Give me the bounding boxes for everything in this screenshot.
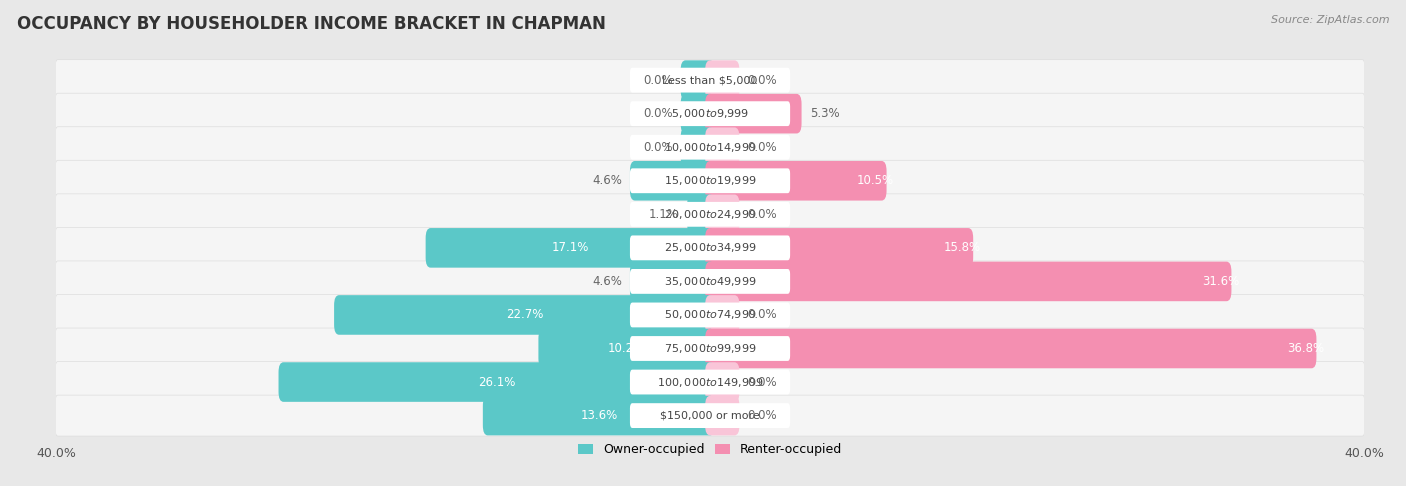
FancyBboxPatch shape xyxy=(55,160,1365,201)
FancyBboxPatch shape xyxy=(706,362,740,402)
Text: 4.6%: 4.6% xyxy=(592,174,621,187)
FancyBboxPatch shape xyxy=(55,93,1365,134)
Text: 36.8%: 36.8% xyxy=(1286,342,1324,355)
Text: 0.0%: 0.0% xyxy=(748,409,778,422)
Text: 0.0%: 0.0% xyxy=(748,309,778,321)
Text: 15.8%: 15.8% xyxy=(943,242,981,254)
FancyBboxPatch shape xyxy=(706,94,801,134)
FancyBboxPatch shape xyxy=(630,261,714,301)
FancyBboxPatch shape xyxy=(681,127,714,167)
FancyBboxPatch shape xyxy=(630,403,790,428)
FancyBboxPatch shape xyxy=(706,261,1232,301)
FancyBboxPatch shape xyxy=(630,161,714,201)
Text: Source: ZipAtlas.com: Source: ZipAtlas.com xyxy=(1271,15,1389,25)
Text: 0.0%: 0.0% xyxy=(643,107,672,120)
FancyBboxPatch shape xyxy=(706,194,740,234)
FancyBboxPatch shape xyxy=(55,362,1365,402)
Text: 5.3%: 5.3% xyxy=(810,107,839,120)
FancyBboxPatch shape xyxy=(538,329,714,368)
FancyBboxPatch shape xyxy=(630,135,790,159)
FancyBboxPatch shape xyxy=(630,168,790,193)
FancyBboxPatch shape xyxy=(630,370,790,395)
FancyBboxPatch shape xyxy=(681,60,714,100)
FancyBboxPatch shape xyxy=(482,396,714,435)
Legend: Owner-occupied, Renter-occupied: Owner-occupied, Renter-occupied xyxy=(574,438,846,462)
Text: 0.0%: 0.0% xyxy=(748,208,778,221)
Text: 10.2%: 10.2% xyxy=(607,342,645,355)
Text: 4.6%: 4.6% xyxy=(592,275,621,288)
FancyBboxPatch shape xyxy=(55,60,1365,101)
Text: 10.5%: 10.5% xyxy=(858,174,894,187)
Text: $50,000 to $74,999: $50,000 to $74,999 xyxy=(664,309,756,321)
Text: 0.0%: 0.0% xyxy=(748,141,778,154)
Text: $15,000 to $19,999: $15,000 to $19,999 xyxy=(664,174,756,187)
Text: $100,000 to $149,999: $100,000 to $149,999 xyxy=(657,376,763,388)
FancyBboxPatch shape xyxy=(706,396,740,435)
Text: $20,000 to $24,999: $20,000 to $24,999 xyxy=(664,208,756,221)
FancyBboxPatch shape xyxy=(55,261,1365,302)
FancyBboxPatch shape xyxy=(335,295,714,335)
FancyBboxPatch shape xyxy=(706,161,887,201)
Text: 0.0%: 0.0% xyxy=(748,73,778,87)
Text: $75,000 to $99,999: $75,000 to $99,999 xyxy=(664,342,756,355)
Text: 31.6%: 31.6% xyxy=(1202,275,1239,288)
Text: 0.0%: 0.0% xyxy=(748,376,778,388)
FancyBboxPatch shape xyxy=(630,303,790,328)
FancyBboxPatch shape xyxy=(630,336,790,361)
Text: 13.6%: 13.6% xyxy=(581,409,617,422)
Text: 26.1%: 26.1% xyxy=(478,376,516,388)
FancyBboxPatch shape xyxy=(688,194,714,234)
Text: $25,000 to $34,999: $25,000 to $34,999 xyxy=(664,242,756,254)
FancyBboxPatch shape xyxy=(55,328,1365,369)
Text: 0.0%: 0.0% xyxy=(643,73,672,87)
FancyBboxPatch shape xyxy=(55,194,1365,235)
FancyBboxPatch shape xyxy=(55,395,1365,436)
FancyBboxPatch shape xyxy=(706,295,740,335)
FancyBboxPatch shape xyxy=(706,329,1316,368)
Text: $35,000 to $49,999: $35,000 to $49,999 xyxy=(664,275,756,288)
FancyBboxPatch shape xyxy=(630,68,790,92)
FancyBboxPatch shape xyxy=(278,362,714,402)
FancyBboxPatch shape xyxy=(706,228,973,268)
FancyBboxPatch shape xyxy=(681,94,714,134)
Text: $150,000 or more: $150,000 or more xyxy=(661,411,759,420)
Text: OCCUPANCY BY HOUSEHOLDER INCOME BRACKET IN CHAPMAN: OCCUPANCY BY HOUSEHOLDER INCOME BRACKET … xyxy=(17,15,606,33)
Text: Less than $5,000: Less than $5,000 xyxy=(662,75,758,85)
FancyBboxPatch shape xyxy=(55,295,1365,335)
Text: $5,000 to $9,999: $5,000 to $9,999 xyxy=(671,107,749,120)
Text: $10,000 to $14,999: $10,000 to $14,999 xyxy=(664,141,756,154)
FancyBboxPatch shape xyxy=(630,202,790,227)
FancyBboxPatch shape xyxy=(55,227,1365,268)
FancyBboxPatch shape xyxy=(426,228,714,268)
FancyBboxPatch shape xyxy=(55,127,1365,168)
FancyBboxPatch shape xyxy=(706,127,740,167)
FancyBboxPatch shape xyxy=(706,60,740,100)
Text: 1.1%: 1.1% xyxy=(650,208,679,221)
Text: 22.7%: 22.7% xyxy=(506,309,543,321)
Text: 0.0%: 0.0% xyxy=(643,141,672,154)
FancyBboxPatch shape xyxy=(630,101,790,126)
FancyBboxPatch shape xyxy=(630,235,790,260)
Text: 17.1%: 17.1% xyxy=(551,242,589,254)
FancyBboxPatch shape xyxy=(630,269,790,294)
